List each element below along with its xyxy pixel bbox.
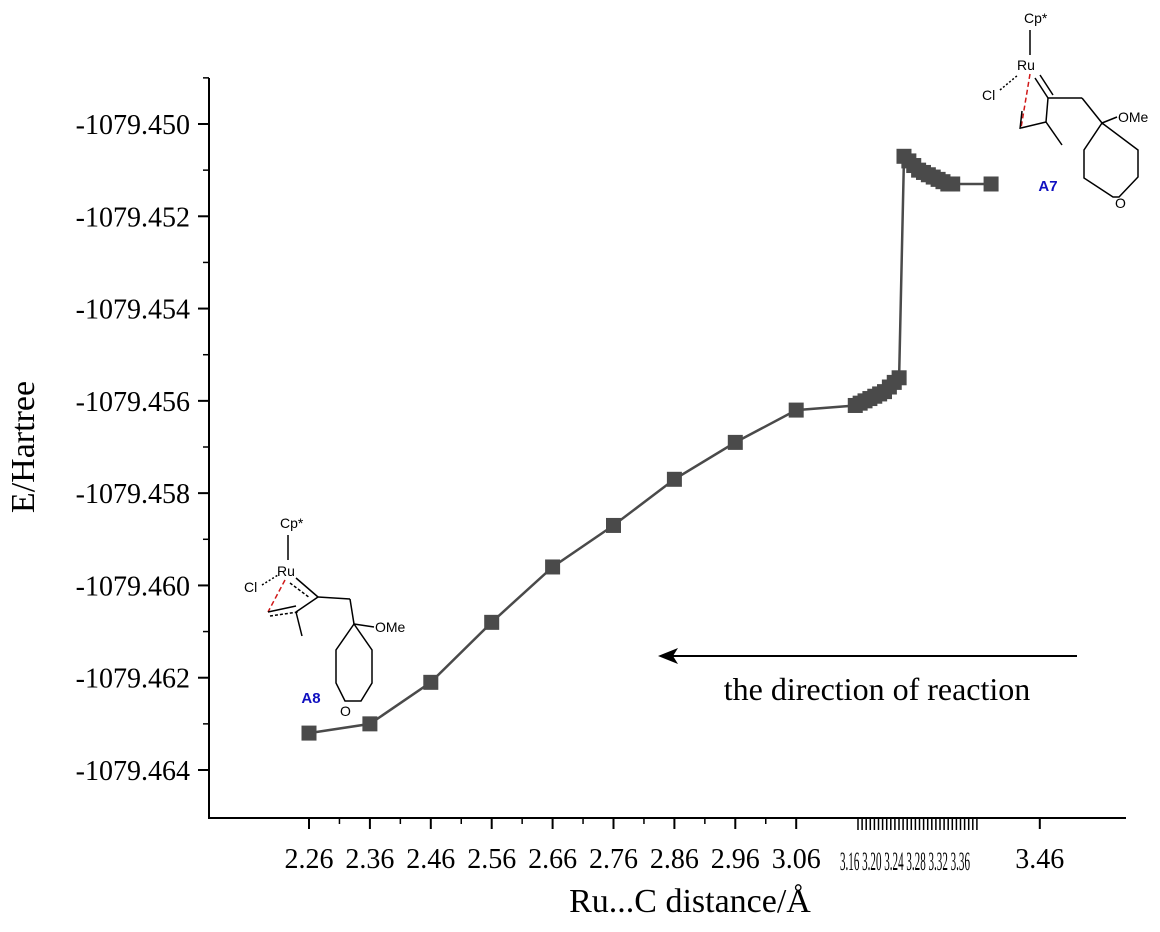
series-layer — [301, 148, 999, 741]
a7-ru-c-double-1 — [1039, 74, 1054, 96]
y-tick-label: -1079.454 — [76, 295, 190, 326]
y-axis-label: E/Hartree — [5, 381, 42, 513]
structure-a7: Cp* Ru Cl OMe O — [982, 10, 1149, 211]
a8-ru-text: Ru — [277, 563, 295, 579]
y-tick-label: -1079.458 — [76, 479, 190, 510]
a7-ru-text: Ru — [1017, 57, 1035, 73]
a8-cp-text: Cp* — [280, 515, 304, 531]
y-tick-label: -1079.460 — [76, 571, 190, 602]
a8-o-text: O — [340, 703, 351, 719]
a8-ch2-2 — [349, 598, 355, 625]
series-line — [308, 153, 992, 735]
data-point — [423, 674, 439, 690]
a7-c-c3 — [1019, 110, 1023, 130]
x-tick-label: 2.26 — [285, 844, 334, 875]
data-point — [945, 176, 961, 192]
a8-ch2 — [317, 596, 351, 600]
x-tick-label: 2.96 — [711, 844, 760, 875]
a7-methyl — [1045, 121, 1063, 146]
data-point — [606, 517, 621, 533]
data-point — [666, 471, 682, 487]
label-a8: A8 — [301, 690, 320, 707]
y-tick-label: -1079.452 — [76, 202, 190, 233]
a8-dashed-bond — [267, 579, 286, 613]
data-point — [362, 716, 378, 732]
x-tick-label: 2.56 — [467, 844, 516, 875]
a8-c-c3 — [269, 611, 299, 617]
x-tick-label: 2.36 — [345, 844, 394, 875]
structure-a8: Cp* Ru Cl OMe O — [244, 515, 406, 719]
a7-ru-c-double-2 — [1034, 77, 1049, 99]
data-point — [983, 176, 999, 192]
a7-cl-text: Cl — [982, 87, 995, 103]
a8-ru-c — [295, 577, 319, 598]
data-point — [891, 370, 907, 386]
a8-ome-bond — [353, 623, 375, 628]
data-point — [545, 559, 561, 575]
a8-c-c2 — [267, 605, 297, 613]
a8-cl-bond — [261, 574, 279, 586]
x-tick-label: 3.06 — [772, 844, 821, 875]
a8-methyl — [295, 611, 303, 637]
a7-ome-bond — [1101, 116, 1118, 124]
a7-c-c — [1045, 97, 1049, 123]
label-a7: A7 — [1038, 178, 1057, 195]
x-tick-label: 2.46 — [406, 844, 455, 875]
data-point — [484, 614, 500, 630]
data-point — [727, 434, 743, 450]
y-tick-label: -1079.456 — [76, 387, 190, 418]
a7-cl-bond — [999, 74, 1019, 91]
y-tick-label: -1079.462 — [76, 664, 190, 695]
direction-text: the direction of reaction — [724, 671, 1031, 707]
a8-ome-text: OMe — [375, 619, 406, 635]
dense-ticks — [857, 818, 978, 830]
reaction-direction-arrow — [658, 648, 1077, 664]
x-tick-label: 3.46 — [1015, 844, 1064, 875]
a8-ring — [335, 623, 373, 702]
data-point — [301, 725, 317, 741]
a7-ome-text: OMe — [1118, 109, 1149, 125]
x-tick-label: 2.86 — [650, 844, 699, 875]
a7-c-c2 — [1020, 121, 1047, 129]
y-tick-label: -1079.464 — [76, 756, 190, 787]
arrow-head — [658, 648, 678, 664]
y-tick-label: -1079.450 — [76, 110, 190, 141]
a8-ru-c-dash — [289, 582, 311, 599]
a8-c-c — [295, 596, 319, 613]
a7-o-text: O — [1115, 195, 1126, 211]
a7-cp-text: Cp* — [1024, 10, 1048, 26]
x-tick-label: 2.76 — [589, 844, 638, 875]
a8-cl-text: Cl — [244, 579, 257, 595]
a7-ch2-2 — [1081, 97, 1103, 124]
data-point — [788, 402, 804, 418]
dense-tick-labels: 3.16 3.20 3.24 3.28 3.32 3.36 — [840, 847, 970, 876]
x-tick-label: 2.66 — [528, 844, 577, 875]
a7-dashed-bond — [1020, 73, 1031, 129]
x-axis-label: Ru...C distance/Å — [569, 883, 811, 920]
a7-ring — [1083, 122, 1139, 198]
y-ticks: -1079.450 -1079.452 -1079.454 -1079.456 -107… — [76, 77, 209, 787]
x-ticks: 2.26 2.36 2.46 2.56 2.66 2.76 2.86 2.96 3.06 3.46 — [285, 818, 1064, 875]
